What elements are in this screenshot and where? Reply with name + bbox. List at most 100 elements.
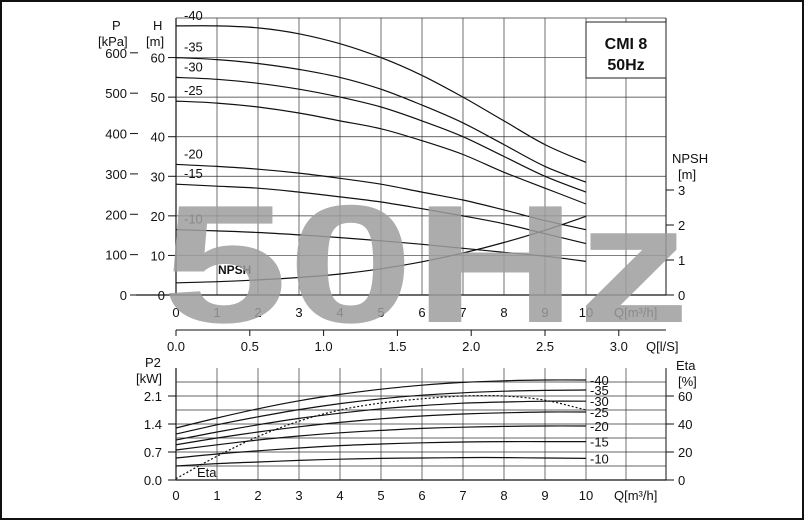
q-tick-label: 0 bbox=[172, 305, 179, 320]
power-curve-label: -30 bbox=[590, 394, 609, 409]
head-curve-10 bbox=[175, 229, 587, 262]
head-curve-20 bbox=[175, 163, 587, 231]
p2-tick-label: 1.4 bbox=[144, 417, 162, 432]
npsh-tick-label: 0 bbox=[678, 288, 685, 303]
q-tick-label-lower: 6 bbox=[418, 488, 425, 503]
title-box: CMI 8 50Hz bbox=[585, 21, 667, 79]
lower-plot: -40-35-30-25-20-15-10 bbox=[175, 373, 609, 480]
q-tick-label: 5 bbox=[377, 305, 384, 320]
q-tick-label-lower: 7 bbox=[459, 488, 466, 503]
npsh-tick-label: 2 bbox=[678, 218, 685, 233]
q-tick-label: 9 bbox=[541, 305, 548, 320]
eta-tick-label: 20 bbox=[678, 445, 692, 460]
p-tick-label: 200 bbox=[105, 207, 127, 222]
head-curve-label: -20 bbox=[184, 146, 203, 161]
q-tick-label-lower: 8 bbox=[500, 488, 507, 503]
power-curve-label: -35 bbox=[590, 383, 609, 398]
eta-curve bbox=[175, 394, 587, 480]
h-tick-label: 10 bbox=[151, 248, 165, 263]
q-axis-label-upper: Q[m³/h] bbox=[614, 305, 657, 320]
q-tick-label-lower: 4 bbox=[336, 488, 343, 503]
p-tick-label: 600 bbox=[105, 46, 127, 61]
h-tick-label: 0 bbox=[158, 288, 165, 303]
p2-axis-label-line1: P2 bbox=[145, 355, 161, 370]
p2-tick-label: 2.1 bbox=[144, 389, 162, 404]
q-ls-tick-label: 1.5 bbox=[388, 339, 406, 354]
p-tick-label: 0 bbox=[120, 288, 127, 303]
q-tick-label: 4 bbox=[336, 305, 343, 320]
h-axis-label-line1: H bbox=[153, 18, 162, 33]
q-tick-label: 6 bbox=[418, 305, 425, 320]
power-curve-label: -40 bbox=[590, 373, 609, 388]
q-ls-tick-label: 2.0 bbox=[462, 339, 480, 354]
power-curve-20 bbox=[175, 425, 587, 451]
power-curve-label: -20 bbox=[590, 419, 609, 434]
eta-curve-label: Eta bbox=[197, 465, 217, 480]
h-tick-label: 20 bbox=[151, 209, 165, 224]
head-curve-label: -15 bbox=[184, 166, 203, 181]
p-axis-label-line2: [kPa] bbox=[98, 34, 128, 49]
h-tick-label: 30 bbox=[151, 169, 165, 184]
p-tick-label: 300 bbox=[105, 167, 127, 182]
head-curve-30 bbox=[175, 76, 587, 193]
q-tick-label-lower: 9 bbox=[541, 488, 548, 503]
h-tick-label: 50 bbox=[151, 90, 165, 105]
power-curve-10 bbox=[175, 456, 587, 467]
p-tick-label: 500 bbox=[105, 86, 127, 101]
q-ls-tick-label: 0.5 bbox=[241, 339, 259, 354]
q-tick-label: 8 bbox=[500, 305, 507, 320]
p-tick-label: 400 bbox=[105, 127, 127, 142]
q-tick-label-lower: 5 bbox=[377, 488, 384, 503]
q-ls-axis-label: Q[l/S] bbox=[646, 339, 679, 354]
q-axis-label-lower: Q[m³/h] bbox=[614, 488, 657, 503]
eta-axis-label-line1: Eta bbox=[676, 358, 696, 373]
head-curve-label: -40 bbox=[184, 8, 203, 23]
npsh-axis-label-line1: NPSH bbox=[672, 151, 708, 166]
npsh-tick-label: 1 bbox=[678, 253, 685, 268]
q-ls-tick-label: 0.0 bbox=[167, 339, 185, 354]
q-tick-label-lower: 2 bbox=[254, 488, 261, 503]
upper-plot: -40 -35 -30 -25 -20 -15 -10 bbox=[175, 8, 587, 284]
head-curve-15 bbox=[175, 183, 587, 245]
head-curve-label: -35 bbox=[184, 40, 203, 55]
head-curve-35 bbox=[175, 57, 587, 183]
q-tick-label: 10 bbox=[579, 305, 593, 320]
q-tick-label-lower: 1 bbox=[213, 488, 220, 503]
power-curve-15 bbox=[175, 440, 586, 459]
lower-grid: 0.0 0.7 1.4 2.1 0 20 40 60 0 1 2 3 4 5 6 7 8 9 10 bbox=[144, 368, 692, 503]
eta-tick-label: 60 bbox=[678, 389, 692, 404]
p2-tick-label: 0.7 bbox=[144, 445, 162, 460]
q-tick-label-lower: 0 bbox=[172, 488, 179, 503]
power-curve-label: -10 bbox=[590, 451, 609, 466]
q-tick-label: 1 bbox=[213, 305, 220, 320]
q-ls-tick-label: 1.0 bbox=[315, 339, 333, 354]
head-curve-25 bbox=[175, 100, 587, 205]
power-curve-label: -15 bbox=[590, 435, 609, 450]
p-axis-label-line1: P bbox=[112, 18, 121, 33]
eta-axis-label-line2: [%] bbox=[678, 374, 697, 389]
h-axis-label-line2: [m] bbox=[146, 34, 164, 49]
head-curve-label: -10 bbox=[184, 212, 203, 227]
q-tick-label: 7 bbox=[459, 305, 466, 320]
npsh-tick-label: 3 bbox=[678, 183, 685, 198]
h-tick-label: 60 bbox=[151, 51, 165, 66]
q-tick-label-lower: 3 bbox=[295, 488, 302, 503]
q-tick-label: 3 bbox=[295, 305, 302, 320]
power-curve-35 bbox=[175, 389, 587, 435]
head-curve-label: -30 bbox=[184, 59, 203, 74]
p-tick-label: 100 bbox=[105, 248, 127, 263]
power-curve-label: -25 bbox=[590, 405, 609, 420]
eta-tick-label: 40 bbox=[678, 417, 692, 432]
q-tick-label: 2 bbox=[254, 305, 261, 320]
model-title: CMI 8 bbox=[605, 36, 648, 53]
power-curve-30 bbox=[175, 400, 587, 441]
head-curve-40 bbox=[175, 25, 587, 163]
q-tick-label-lower: 10 bbox=[579, 488, 593, 503]
frequency-title: 50Hz bbox=[607, 57, 644, 74]
p2-tick-label: 0.0 bbox=[144, 473, 162, 488]
q-ls-tick-label: 3.0 bbox=[610, 339, 628, 354]
watermark-text: 50Hz bbox=[162, 170, 690, 358]
